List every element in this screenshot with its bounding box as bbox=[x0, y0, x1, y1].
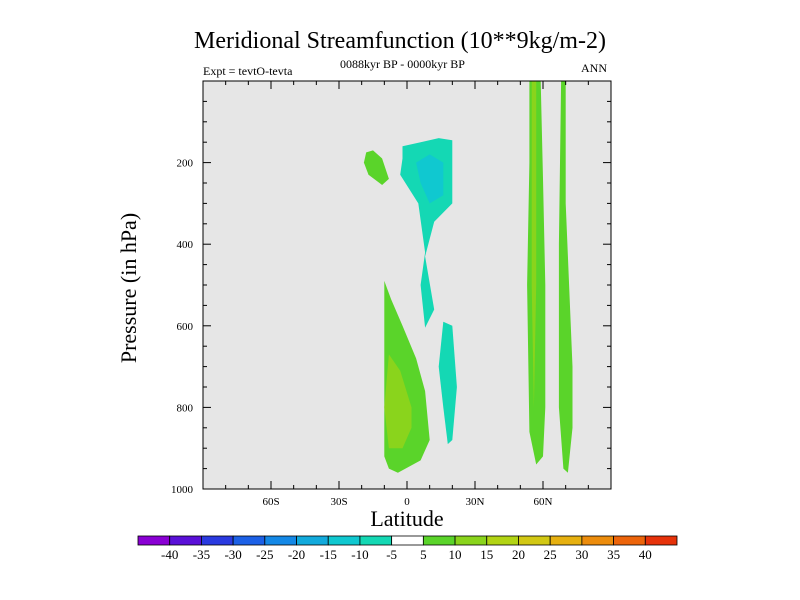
colorbar-swatch bbox=[264, 535, 297, 546]
colorbar-swatch bbox=[201, 535, 234, 546]
y-tick-label: 1000 bbox=[171, 484, 194, 496]
colorbar-label: -30 bbox=[224, 547, 241, 562]
axis-ticks: 60S 30S 0 30N 60N 200 400 600 800 1000 bbox=[171, 80, 612, 508]
contour-region-8 bbox=[558, 81, 573, 473]
colorbar-label: 30 bbox=[575, 547, 588, 562]
colorbar-label: 5 bbox=[420, 547, 427, 562]
colorbar-swatch bbox=[518, 535, 551, 546]
colorbar-swatch bbox=[391, 535, 424, 546]
colorbar-label: -25 bbox=[256, 547, 273, 562]
x-tick-label: 30S bbox=[330, 496, 347, 508]
contour-regions bbox=[363, 81, 573, 473]
colorbar-swatch bbox=[644, 535, 678, 546]
colorbar-swatch bbox=[359, 535, 393, 546]
chart-subtitle-period: 0088kyr BP - 0000kyr BP bbox=[340, 57, 465, 71]
colorbar-label: 40 bbox=[639, 547, 652, 562]
colorbar-label: 20 bbox=[512, 547, 525, 562]
colorbar-swatch bbox=[454, 535, 488, 546]
colorbar-label: -10 bbox=[351, 547, 368, 562]
y-tick-label: 200 bbox=[177, 158, 194, 170]
colorbar-label: 15 bbox=[480, 547, 493, 562]
y-tick-label: 600 bbox=[177, 321, 194, 333]
contour-region-3 bbox=[363, 150, 389, 185]
contour-region-1 bbox=[416, 154, 444, 204]
colorbar-swatch bbox=[327, 535, 361, 546]
colorbar-swatch bbox=[486, 535, 519, 546]
colorbar: -40 -35 -30 -25 -20 -15 -10 -5 5 10 15 20 25 30 35 40 bbox=[137, 535, 678, 562]
colorbar-swatch bbox=[232, 535, 266, 546]
contour-region-7 bbox=[531, 81, 537, 408]
colorbar-label: -20 bbox=[288, 547, 305, 562]
colorbar-swatch bbox=[296, 535, 329, 546]
x-axis-label: Latitude bbox=[370, 506, 443, 531]
colorbar-label: -40 bbox=[161, 547, 178, 562]
colorbar-swatch bbox=[613, 535, 646, 546]
contour-region-2 bbox=[438, 321, 457, 445]
colorbar-label: 25 bbox=[544, 547, 557, 562]
colorbar-swatch bbox=[137, 535, 171, 546]
x-tick-label: 60N bbox=[534, 496, 553, 508]
colorbar-swatch bbox=[169, 535, 202, 546]
colorbar-label: -35 bbox=[193, 547, 210, 562]
colorbar-swatch bbox=[581, 535, 614, 546]
x-tick-label: 60S bbox=[262, 496, 279, 508]
contour-region-5 bbox=[384, 354, 412, 449]
x-tick-label: 0 bbox=[404, 496, 410, 508]
chart-title: Meridional Streamfunction (10**9kg/m-2) bbox=[194, 28, 606, 54]
y-axis-label: Pressure (in hPa) bbox=[116, 213, 141, 363]
chart-subtitle-season: ANN bbox=[581, 61, 607, 75]
chart-subtitle-experiment: Expt = tevtO-tevta bbox=[203, 64, 293, 78]
y-tick-label: 400 bbox=[177, 239, 194, 251]
x-tick-label: 30N bbox=[466, 496, 485, 508]
colorbar-label: -5 bbox=[386, 547, 397, 562]
colorbar-swatch bbox=[549, 535, 583, 546]
colorbar-swatch bbox=[422, 535, 456, 546]
colorbar-label: 10 bbox=[449, 547, 462, 562]
y-tick-label: 800 bbox=[177, 402, 194, 414]
colorbar-label: -15 bbox=[320, 547, 337, 562]
colorbar-label: 35 bbox=[607, 547, 620, 562]
